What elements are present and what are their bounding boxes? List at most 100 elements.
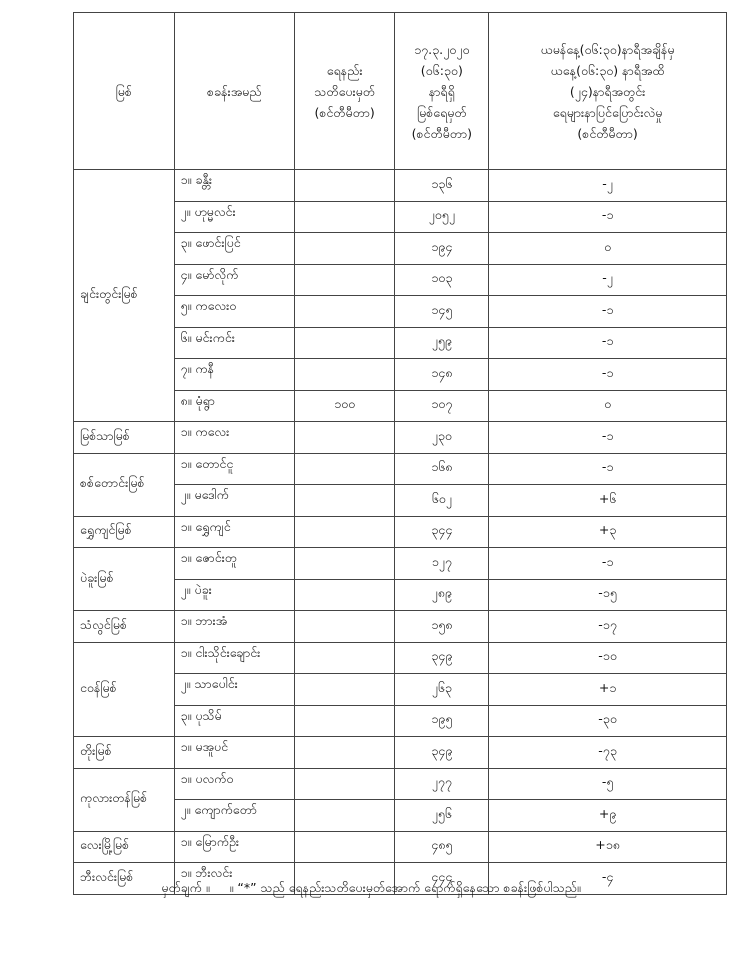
level-change: -၁ [488, 295, 727, 328]
danger-level [293, 169, 396, 202]
level-change: -၃၀ [488, 704, 727, 737]
level-change: -၁ [488, 452, 727, 485]
station-name: ၃။ ဖောင်းပြင် [173, 232, 295, 265]
danger-level [293, 200, 396, 233]
danger-level [293, 610, 396, 643]
station-name: ၂။ မဒေါက် [173, 484, 295, 517]
water-level: ၂၀၅၂ [394, 200, 490, 233]
station-name: ၁။ ခန္တီး [173, 169, 295, 202]
river-name: ပဲခူးမြစ် [73, 547, 175, 611]
station-name: ၂။ ဟုမ္မလင်း [173, 200, 295, 233]
water-level: ၂၅၆ [394, 799, 490, 832]
station-name: ၁။ ဇောင်းတူ [173, 547, 295, 580]
level-change: -၅ [488, 767, 727, 800]
danger-level [293, 452, 396, 485]
table-row: ၂။ သာပေါင်း ၂၆၃ +၁ [74, 673, 727, 706]
station-name: ၁။ မြောက်ဦး [173, 830, 295, 863]
table-row: ငဝန်မြစ် ၁။ ငါးသိုင်းချောင်း ၃၄၉ -၁၀ [73, 641, 727, 737]
danger-level [293, 704, 396, 737]
table-row: ၃။ ဖောင်းပြင် ၁၉၄၀ [74, 232, 727, 265]
danger-level [293, 736, 396, 769]
station-name: ၂။ ကျောက်တော် [173, 799, 295, 832]
level-change: -၁၀ [488, 641, 727, 674]
table-row: ၂။ ကျောက်တော် ၂၅၆ +၉ [74, 799, 727, 832]
danger-level [293, 578, 396, 611]
table-row: ပဲခူးမြစ် ၁။ ဇောင်းတူ ၁၂၇ -၁ [73, 547, 727, 611]
water-level: ၂၇၇ [394, 767, 490, 800]
station-name: ၁။ ပလက်ဝ [173, 767, 295, 800]
water-level: ၁၀၇ [394, 389, 490, 422]
table-row: ရွှေကျင်မြစ် ၁။ ရွှေကျင် ၃၄၄ +၃ [73, 515, 727, 548]
water-level: ၂၃၀ [394, 421, 490, 454]
header-change: ယမန်နေ့(၀၆:၃၀)နာရီအချိန်မှ ယနေ့(၀၆:၃၀) န… [488, 12, 727, 170]
danger-level [293, 421, 396, 454]
water-level: ၁၆၈ [394, 452, 490, 485]
water-level-table: မြစ် စခန်းအမည် ရေနည်း သတိပေးမှတ် (စင်တီမ… [73, 12, 727, 895]
table-row: တိုးမြစ် ၁။ မအူပင် ၃၄၉ -၇၃ [73, 736, 727, 769]
table-row: ၇။ ကနီ ၁၄၈ -၁ [74, 358, 727, 391]
level-change: +၉ [488, 799, 727, 832]
danger-level [293, 641, 396, 674]
level-change: -၁ [488, 200, 727, 233]
level-change: +၁၈ [488, 830, 727, 863]
table-row: ၅။ ကလေးဝ ၁၄၅ -၁ [74, 295, 727, 328]
level-change: ၀ [488, 389, 727, 422]
water-level: ၂၆၃ [394, 673, 490, 706]
table-row: ဘီးလင်းမြစ် ၁။ ဘီးလင်း ၄၄၄ -၄ [73, 862, 727, 895]
danger-level [293, 547, 396, 580]
table-row: ၈။ မုံရွာ ၁၀၀ ၁၀၇၀ [74, 389, 727, 422]
water-level: ၆၀၂ [394, 484, 490, 517]
danger-level [293, 295, 396, 328]
level-change: -၁ [488, 421, 727, 454]
station-name: ၄။ မော်လိုက် [173, 263, 295, 296]
level-change: -၂ [488, 263, 727, 296]
river-name: မြစ်သာမြစ် [73, 421, 175, 454]
station-name: ၁။ မအူပင် [173, 736, 295, 769]
water-level: ၃၄၉ [394, 736, 490, 769]
level-change: ၀ [488, 232, 727, 265]
danger-level [293, 799, 396, 832]
level-change: -၄ [488, 862, 727, 895]
river-name: ရွှေကျင်မြစ် [73, 515, 175, 548]
header-water-level: ၁၇.၃.၂၀၂၀ (၀၆:၃၀) နာရီရှိ မြစ်ရေမှတ် (စင… [394, 12, 490, 170]
table-row: စစ်တောင်းမြစ် ၁။ တောင်ငူ ၁၆၈ -၁ [73, 452, 727, 517]
level-change: -၁၇ [488, 610, 727, 643]
water-level: ၃၄၉ [394, 641, 490, 674]
water-level: ၁၅၈ [394, 610, 490, 643]
footnote-text: ။ “*” သည် ရေနည်းသတိပေးမှတ်အောက် ရောက်ရှိ… [229, 880, 581, 895]
station-name: ၁။ ဘားအံ [173, 610, 295, 643]
danger-level [293, 484, 396, 517]
station-name: ၂။ သာပေါင်း [173, 673, 295, 706]
header-station: စခန်းအမည် [173, 12, 295, 170]
level-change: -၁၅ [488, 578, 727, 611]
water-level: ၁၃၆ [394, 169, 490, 202]
header-row: မြစ် စခန်းအမည် ရေနည်း သတိပေးမှတ် (စင်တီမ… [73, 12, 727, 170]
river-name: ချင်းတွင်းမြစ် [73, 169, 175, 422]
station-name: ၁။ တောင်ငူ [173, 452, 295, 485]
table-row: ၂။ မဒေါက် ၆၀၂ +၆ [74, 484, 727, 517]
station-name: ၇။ ကနီ [173, 358, 295, 391]
danger-level [293, 673, 396, 706]
danger-level: ၁၀၀ [293, 389, 396, 422]
footnote-label: မှတ်ချက် ။ [161, 880, 210, 895]
danger-level [293, 767, 396, 800]
level-change: -၇၃ [488, 736, 727, 769]
header-danger-level: ရေနည်း သတိပေးမှတ် (စင်တီမီတာ) [293, 12, 396, 170]
station-name: ၆။ မင်းကင်း [173, 326, 295, 359]
water-level: ၁၂၇ [394, 547, 490, 580]
station-name: ၁။ ငါးသိုင်းချောင်း [173, 641, 295, 674]
danger-level [293, 326, 396, 359]
water-level: ၂၅၉ [394, 326, 490, 359]
water-level: ၃၄၄ [394, 515, 490, 548]
level-change: +၆ [488, 484, 727, 517]
level-change: -၁ [488, 358, 727, 391]
table-row: ကုလားတန်မြစ် ၁။ ပလက်ဝ ၂၇၇ -၅ [73, 767, 727, 832]
station-name: ၂။ ပဲခူး [173, 578, 295, 611]
header-river: မြစ် [73, 12, 175, 170]
table-row: ချင်းတွင်းမြစ် ၁။ ခန္တီး ၁၃၆ -၂ [73, 169, 727, 422]
level-change: -၁ [488, 547, 727, 580]
water-level: ၁၉၄ [394, 232, 490, 265]
river-name: လေးမြို့မြစ် [73, 830, 175, 863]
level-change: -၂ [488, 169, 727, 202]
level-change: +၃ [488, 515, 727, 548]
